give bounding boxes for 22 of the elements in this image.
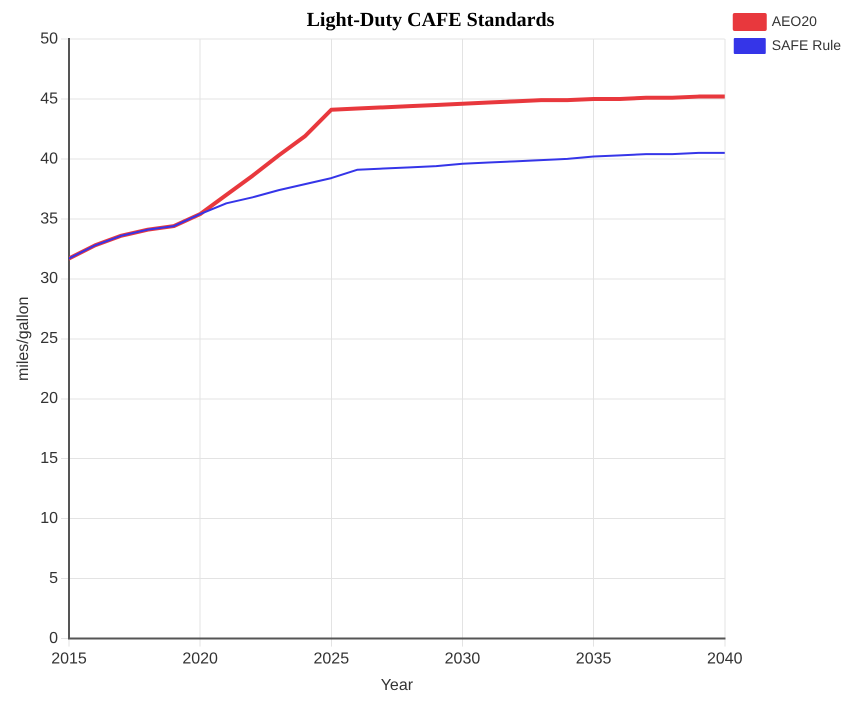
legend-label: SAFE Rule xyxy=(772,36,842,53)
y-tick-label: 15 xyxy=(40,450,58,468)
y-tick-label: 0 xyxy=(49,630,58,648)
y-tick-label: 5 xyxy=(49,570,58,588)
x-tick-label: 2015 xyxy=(51,650,87,668)
y-tick-label: 20 xyxy=(40,390,58,408)
y-tick-label: 40 xyxy=(40,150,58,168)
x-tick-label: 2025 xyxy=(314,650,350,668)
y-tick-label: 10 xyxy=(40,510,58,528)
x-axis-title: Year xyxy=(380,676,414,694)
chart-title: Light-Duty CAFE Standards xyxy=(306,9,555,32)
y-tick-label: 45 xyxy=(40,90,58,108)
x-tick-label: 2035 xyxy=(576,650,612,668)
legend-label: AEO20 xyxy=(772,12,818,29)
y-tick-label: 25 xyxy=(40,330,58,348)
x-tick-label: 2040 xyxy=(706,650,743,668)
y-tick-label: 35 xyxy=(40,210,58,228)
y-tick-label: 30 xyxy=(40,270,58,288)
x-tick-label: 2030 xyxy=(444,650,480,668)
y-axis-title: miles/gallon xyxy=(15,296,32,382)
x-tick-label: 2020 xyxy=(182,650,218,668)
y-tick-label: 50 xyxy=(40,30,58,48)
